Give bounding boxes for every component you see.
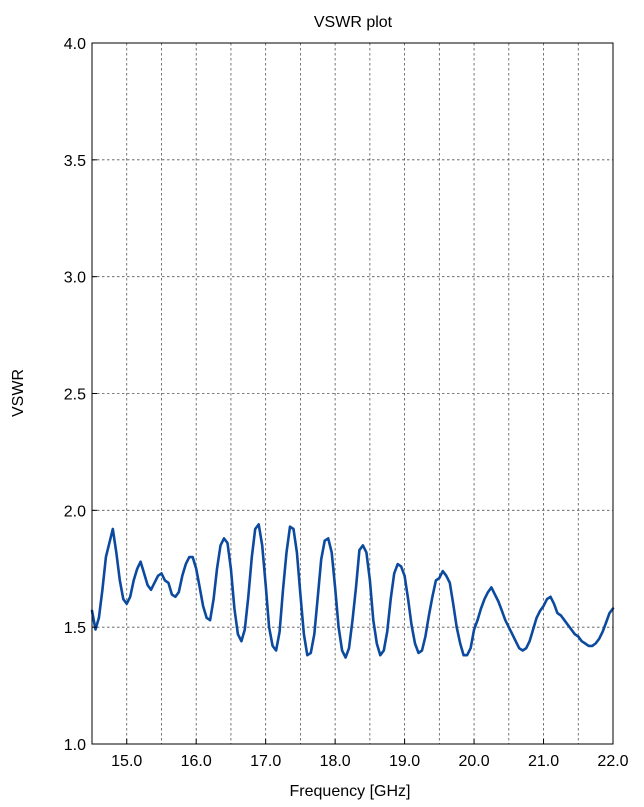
y-tick-label-4: 3.0 (64, 270, 86, 287)
x-tick-label-2: 17.0 (250, 753, 281, 770)
y-tick-label-6: 4.0 (64, 36, 86, 53)
series-layer (90, 523, 615, 659)
x-tick-label-3: 18.0 (320, 753, 351, 770)
y-axis: 1.0 1.5 2.0 2.5 3.0 3.5 4.0 (64, 36, 97, 754)
x-tick-label-7: 22.0 (597, 753, 628, 770)
x-tick-label-0: 15.0 (111, 753, 142, 770)
x-axis: 15.0 16.0 17.0 18.0 19.0 20.0 21.0 22.0 (111, 739, 629, 770)
chart-title: VSWR plot (314, 14, 393, 31)
y-axis-label: VSWR (10, 369, 27, 417)
x-tick-label-5: 20.0 (458, 753, 489, 770)
y-tick-label-3: 2.5 (64, 387, 86, 404)
series-line-0 (90, 523, 615, 659)
y-tick-label-0: 1.0 (64, 737, 86, 754)
grid (92, 43, 613, 744)
y-tick-label-2: 2.0 (64, 503, 86, 520)
y-tick-label-1: 1.5 (64, 620, 86, 637)
x-axis-label: Frequency [GHz] (290, 783, 411, 800)
y-tick-label-5: 3.5 (64, 153, 86, 170)
x-tick-label-1: 16.0 (181, 753, 212, 770)
x-tick-label-6: 21.0 (528, 753, 559, 770)
x-tick-label-4: 19.0 (389, 753, 420, 770)
